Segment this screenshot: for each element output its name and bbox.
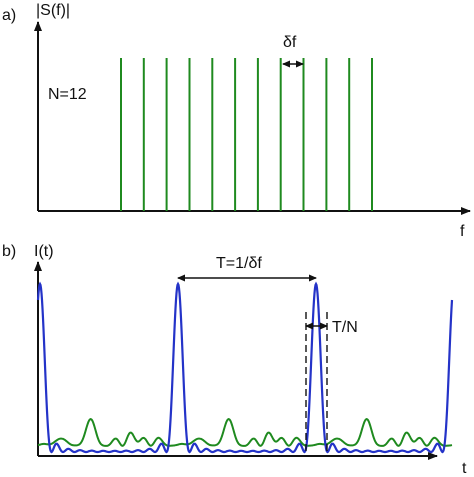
panel-a: a) |S(f)| f N=12 δf — [2, 2, 471, 240]
panel-b-tag: b) — [2, 243, 16, 260]
panel-a-tag: a) — [2, 7, 16, 24]
period-label: T=1/δf — [216, 255, 262, 272]
panel-b-xlabel: t — [462, 460, 467, 477]
n-label: N=12 — [48, 86, 87, 103]
green-intensity-trace — [37, 418, 453, 447]
panel-a-ylabel: |S(f)| — [36, 2, 70, 19]
spectrum-lines — [120, 58, 373, 211]
blue-pulse-trace — [36, 281, 454, 454]
width-label: T/N — [332, 319, 358, 336]
spacing-label: δf — [283, 34, 297, 51]
panel-a-xlabel: f — [460, 223, 465, 240]
panel-b-ylabel: I(t) — [34, 243, 54, 260]
panel-b: b) I(t) t T=1/δf T/N — [2, 243, 467, 477]
